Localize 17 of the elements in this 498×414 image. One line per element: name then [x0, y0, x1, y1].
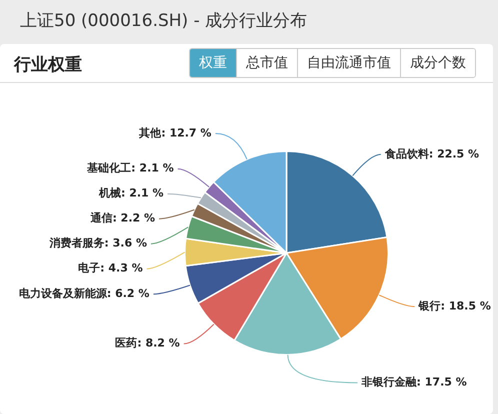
slice-label: 其他: 12.7 %: [138, 126, 212, 140]
slice-label: 通信: 2.2 %: [89, 212, 156, 225]
text: 成分个数: [400, 49, 475, 77]
text: 总市值: [236, 49, 297, 77]
chart-title: 上证50 (000016.SH) - 成分行业分布: [19, 10, 308, 33]
slice-label: 电子: 4.3 %: [78, 262, 143, 275]
text: 权重: [190, 49, 236, 77]
slice-label: 食品饮料: 22.5 %: [384, 147, 480, 160]
slice-label: 基础化工: 2.1 %: [86, 162, 174, 175]
slice-label: 机械: 2.1 %: [98, 186, 164, 200]
slice-label: 电力设备及新能源: 6.2 %: [18, 286, 150, 300]
slice-label: 医药: 8.2 %: [115, 336, 180, 350]
slice-label: 非银行金融: 17.5 %: [360, 376, 467, 389]
chart-subtitle: 行业权重: [14, 54, 82, 77]
slice-label: 消费者服务: 3.6 %: [48, 236, 147, 250]
slice-label: 银行: 18.5 %: [418, 299, 491, 312]
text: 自由流通市值: [297, 49, 400, 77]
